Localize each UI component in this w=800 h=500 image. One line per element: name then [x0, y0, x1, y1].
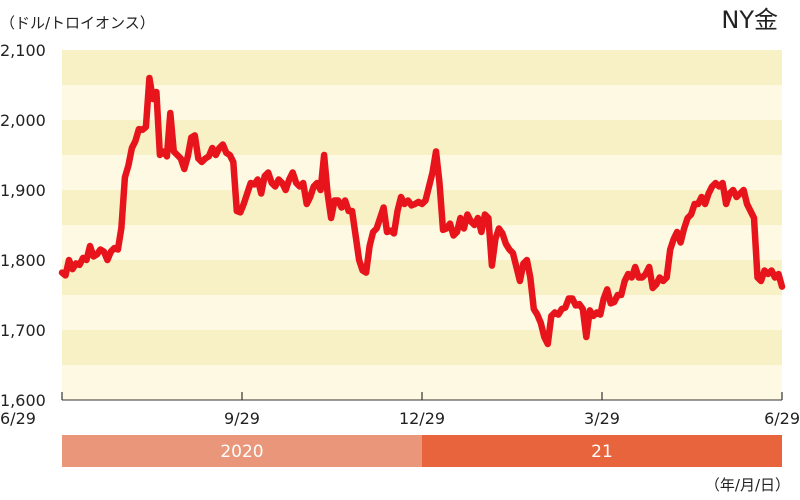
background-band — [62, 155, 782, 190]
x-axis: 6/29 9/29 12/29 3/29 6/29 — [0, 392, 800, 428]
y-tick-label: 2,000 — [0, 111, 46, 130]
y-tick-label: 1,600 — [0, 391, 46, 410]
y-tick-label: 2,100 — [0, 41, 46, 60]
year-segment — [62, 435, 422, 467]
background-bands — [62, 50, 782, 400]
year-segment — [422, 435, 782, 467]
chart-title: NY金 — [721, 6, 778, 34]
x-tick-label: 3/29 — [584, 409, 620, 428]
background-band — [62, 190, 782, 225]
x-tick-label: 9/29 — [224, 409, 260, 428]
x-tick-label: 6/29 — [0, 409, 36, 428]
year-label: 2020 — [220, 442, 263, 462]
y-tick-label: 1,700 — [0, 321, 46, 340]
background-band — [62, 260, 782, 295]
y-tick-label: 1,800 — [0, 251, 46, 270]
y-tick-label: 1,900 — [0, 181, 46, 200]
x-axis-unit-label: （年/月/日） — [705, 476, 790, 494]
background-band — [62, 85, 782, 120]
x-tick-label: 6/29 — [764, 409, 800, 428]
background-band — [62, 50, 782, 85]
background-band — [62, 330, 782, 365]
background-band — [62, 295, 782, 330]
background-band — [62, 225, 782, 260]
year-label: 21 — [591, 442, 613, 462]
series-line — [58, 74, 786, 348]
year-bar: 2020 21 — [62, 435, 782, 467]
y-axis: 1,600 1,700 1,800 1,900 2,000 2,100 — [0, 41, 46, 410]
x-tick-label: 12/29 — [399, 409, 445, 428]
background-band — [62, 120, 782, 155]
y-axis-unit-label: （ドル/トロイオンス） — [0, 14, 155, 32]
